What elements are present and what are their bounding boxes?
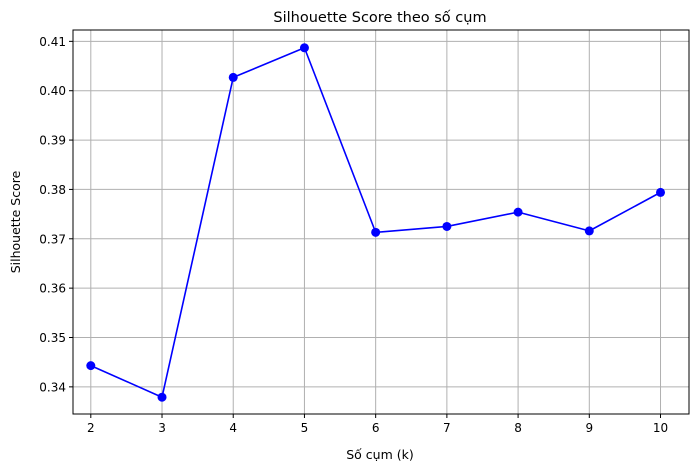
x-tick-label: 9	[585, 421, 593, 435]
data-point	[442, 221, 452, 231]
x-tick-label: 6	[372, 421, 380, 435]
x-tick-label: 10	[653, 421, 668, 435]
x-tick-label: 7	[443, 421, 451, 435]
grid	[73, 30, 689, 414]
data-point	[656, 187, 666, 197]
y-tick-label: 0.34	[39, 380, 66, 394]
x-tick-label: 3	[158, 421, 166, 435]
y-tick-label: 0.38	[39, 183, 66, 197]
chart-title: Silhouette Score theo số cụm	[273, 9, 486, 26]
data-point	[299, 43, 309, 53]
x-axis-label: Số cụm (k)	[346, 447, 414, 462]
y-axis-label: Silhouette Score	[8, 170, 23, 273]
axis-ticks: 2 3 4 5 6 7 8 9 10 0.34 0.35 0.36 0.37 0.38 0.39 0.40 0.…	[39, 35, 668, 435]
x-tick-label: 8	[514, 421, 522, 435]
data-point	[513, 207, 523, 217]
data-point	[86, 361, 96, 371]
x-tick-label: 2	[87, 421, 95, 435]
y-tick-label: 0.41	[39, 35, 66, 49]
x-tick-label: 4	[229, 421, 237, 435]
plot-area-frame	[72, 29, 690, 415]
data-point	[157, 392, 167, 402]
y-tick-label: 0.37	[39, 232, 66, 246]
data-point	[584, 226, 594, 236]
y-tick-label: 0.40	[39, 84, 66, 98]
data-point	[228, 72, 238, 82]
y-tick-label: 0.36	[39, 282, 66, 296]
y-tick-label: 0.39	[39, 134, 66, 148]
data-point	[371, 227, 381, 237]
series-layer	[86, 43, 666, 402]
x-tick-label: 5	[301, 421, 309, 435]
y-tick-label: 0.35	[39, 331, 66, 345]
